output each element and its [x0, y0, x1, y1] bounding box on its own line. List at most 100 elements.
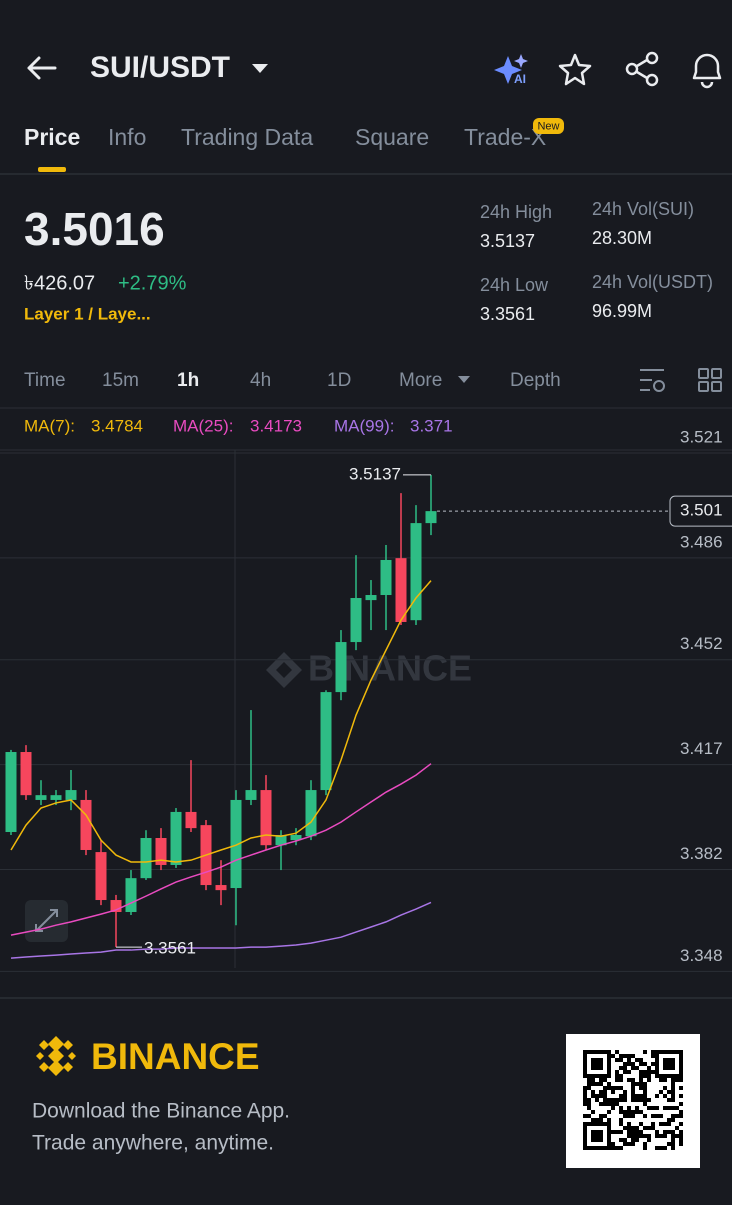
- ai-button[interactable]: AI: [494, 54, 528, 86]
- qr-module: [631, 1114, 635, 1118]
- qr-module: [611, 1146, 615, 1150]
- tab[interactable]: Square: [355, 124, 429, 150]
- qr-module: [595, 1082, 599, 1086]
- interval-option[interactable]: 4h: [250, 370, 271, 391]
- qr-module: [607, 1110, 611, 1114]
- qr-module: [591, 1094, 595, 1098]
- qr-module: [639, 1098, 643, 1102]
- qr-module: [599, 1094, 603, 1098]
- qr-module: [679, 1094, 683, 1098]
- tab[interactable]: Trade-X: [464, 124, 546, 150]
- interval-option[interactable]: More: [399, 370, 442, 391]
- watermark: BINANCE: [266, 648, 472, 689]
- qr-module: [615, 1078, 619, 1082]
- qr-module: [639, 1094, 643, 1098]
- qr-module: [679, 1050, 683, 1054]
- interval-option[interactable]: 1h: [177, 370, 199, 391]
- qr-module: [603, 1074, 607, 1078]
- chart-settings-button[interactable]: [640, 369, 665, 392]
- candle-body: [410, 523, 422, 621]
- interval-option[interactable]: 1D: [327, 370, 351, 391]
- qr-module: [631, 1098, 635, 1102]
- qr-module: [643, 1114, 647, 1118]
- expand-button[interactable]: [25, 900, 68, 942]
- qr-module: [599, 1066, 603, 1070]
- qr-module: [635, 1110, 639, 1114]
- qr-module: [591, 1138, 595, 1142]
- favorite-button[interactable]: [558, 53, 592, 86]
- qr-module: [679, 1086, 683, 1090]
- settings-lines: [640, 369, 664, 391]
- qr-module: [679, 1070, 683, 1074]
- qr-module: [631, 1094, 635, 1098]
- tab[interactable]: Trading Data: [181, 124, 313, 150]
- qr-module: [635, 1126, 639, 1130]
- candle-body: [320, 692, 332, 791]
- footer-line: Trade anywhere, anytime.: [32, 1132, 274, 1155]
- qr-module: [663, 1146, 667, 1150]
- candle-body: [185, 811, 197, 829]
- category-link[interactable]: Layer 1 / Laye...: [24, 304, 151, 323]
- qr-module: [599, 1078, 603, 1082]
- qr-module: [627, 1054, 631, 1058]
- stat-value: 3.3561: [480, 304, 535, 324]
- qr-module: [643, 1102, 647, 1106]
- qr-module: [667, 1074, 671, 1078]
- qr-module: [635, 1138, 639, 1142]
- qr-module: [607, 1138, 611, 1142]
- back-button[interactable]: [27, 56, 57, 80]
- qr-module: [619, 1098, 623, 1102]
- stat-label: 24h Vol(SUI): [592, 199, 694, 219]
- qr-module: [643, 1050, 647, 1054]
- more-dropdown[interactable]: [458, 376, 470, 383]
- pair-title[interactable]: SUI/USDT: [90, 51, 230, 84]
- share-button[interactable]: [625, 51, 659, 87]
- qr-module: [607, 1050, 611, 1054]
- qr-module: [615, 1074, 619, 1078]
- interval-option[interactable]: Depth: [510, 370, 561, 391]
- qr-module: [667, 1050, 671, 1054]
- pair-dropdown[interactable]: [252, 64, 268, 73]
- qr-pattern: [583, 1050, 683, 1150]
- qr-module: [679, 1130, 683, 1134]
- qr-module: [667, 1118, 671, 1122]
- interval-option[interactable]: Time: [24, 370, 66, 391]
- qr-module: [623, 1066, 627, 1070]
- interval-option[interactable]: 15m: [102, 370, 139, 391]
- candlestick-chart: BINANCE 3.348 3.382 3.417 3.452 3.486 3.521 MA…: [0, 416, 732, 972]
- qr-module: [619, 1074, 623, 1078]
- candle-body: [110, 900, 122, 913]
- qr-module: [647, 1070, 651, 1074]
- qr-module: [599, 1102, 603, 1106]
- candle-body: [365, 595, 377, 601]
- qr-module: [647, 1138, 651, 1142]
- qr-module: [667, 1142, 671, 1146]
- qr-module: [663, 1066, 667, 1070]
- qr-module: [679, 1142, 683, 1146]
- qr-module: [627, 1070, 631, 1074]
- tab[interactable]: Info: [108, 124, 146, 150]
- qr-module: [623, 1054, 627, 1058]
- stat-label: 24h Vol(USDT): [592, 272, 713, 292]
- qr-module: [659, 1122, 663, 1126]
- qr-module: [607, 1054, 611, 1058]
- candle-body: [95, 852, 107, 901]
- qr-module: [671, 1082, 675, 1086]
- qr-module: [651, 1106, 655, 1110]
- candle-body: [125, 878, 137, 913]
- footer-logo: [36, 1036, 76, 1076]
- qr-module: [643, 1082, 647, 1086]
- layout-cell: [711, 368, 722, 379]
- qr-module: [615, 1130, 619, 1134]
- qr-module: [671, 1074, 675, 1078]
- qr-module: [607, 1062, 611, 1066]
- qr-module: [651, 1126, 655, 1130]
- candle-body: [155, 838, 167, 865]
- logo-diamond: [48, 1048, 64, 1064]
- qr-module: [595, 1066, 599, 1070]
- tab[interactable]: Price: [24, 124, 80, 150]
- alert-button[interactable]: [692, 53, 722, 89]
- layout-button[interactable]: [698, 368, 722, 392]
- stat-label: 24h Low: [480, 275, 549, 295]
- qr-module: [599, 1146, 603, 1150]
